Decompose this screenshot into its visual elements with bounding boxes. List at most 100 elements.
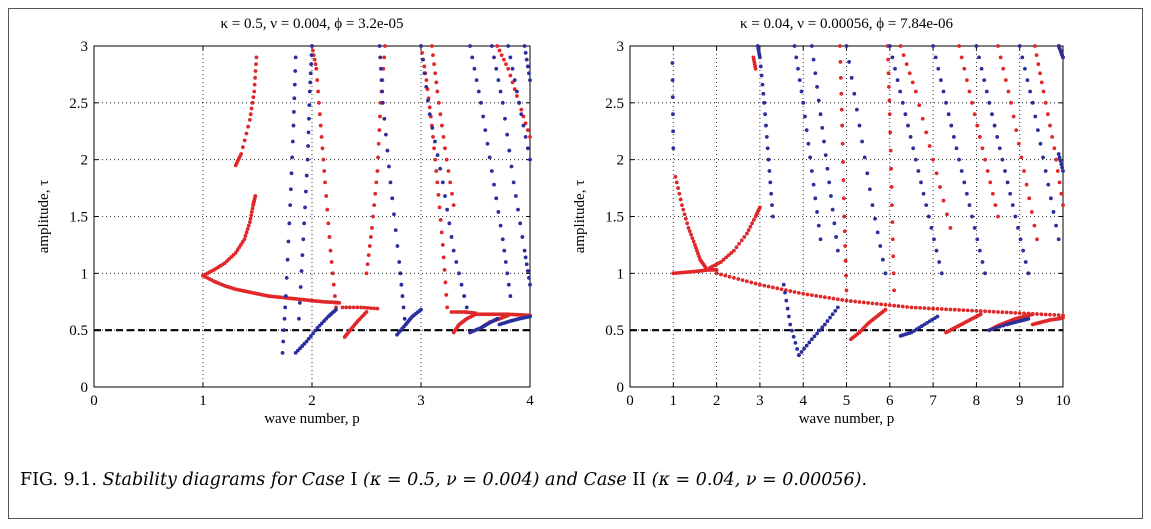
data-point-blue (936, 66, 941, 71)
data-point-blue (761, 91, 766, 96)
data-point-red (703, 265, 708, 270)
data-point-red (436, 100, 441, 105)
data-point-red (977, 135, 982, 139)
data-point-red (233, 250, 238, 255)
data-point-red (313, 62, 318, 67)
data-point-red (448, 180, 453, 185)
y-tick-label: 0.5 (605, 323, 624, 339)
data-point-blue (1051, 210, 1056, 214)
data-point-red (809, 293, 814, 298)
data-point-red (248, 112, 253, 117)
data-point-blue (857, 123, 862, 128)
data-point-blue (844, 44, 849, 48)
data-point-red (886, 57, 890, 62)
data-point-red (970, 100, 974, 105)
data-point-red (889, 166, 893, 171)
data-point-blue (426, 98, 430, 103)
data-point-blue (281, 328, 286, 333)
data-point-red (913, 305, 918, 310)
data-point-blue (921, 191, 926, 196)
data-point-blue (387, 164, 391, 169)
data-point-red (796, 290, 801, 295)
data-point-blue (291, 123, 296, 128)
data-point-red (892, 288, 897, 293)
data-point-blue (1057, 155, 1062, 160)
data-point-blue (451, 248, 456, 253)
y-tick-label: 2.5 (69, 96, 88, 112)
data-point-blue (485, 141, 490, 146)
data-point-red (693, 243, 697, 247)
data-point-blue (1058, 158, 1063, 163)
data-point-red (844, 298, 849, 303)
data-point-red (344, 305, 349, 310)
data-point-blue (472, 66, 477, 71)
data-point-blue (671, 112, 675, 117)
data-point-red (892, 303, 897, 308)
data-point-blue (286, 239, 291, 244)
data-point-red (375, 169, 380, 173)
data-point-blue (380, 100, 385, 105)
data-point-red (842, 229, 847, 234)
data-point-blue (433, 139, 437, 144)
data-point-blue (949, 123, 954, 128)
data-point-red (1043, 312, 1048, 317)
data-point-blue (506, 44, 511, 48)
data-point-red (253, 75, 258, 80)
data-point-blue (788, 322, 793, 327)
data-point-blue (975, 237, 980, 242)
data-point-blue (987, 100, 992, 105)
data-point-blue (832, 221, 837, 226)
data-point-blue (445, 207, 450, 212)
data-point-red (888, 148, 893, 153)
data-point-blue (1035, 128, 1040, 133)
data-point-blue (1003, 169, 1007, 173)
x-tick-label: 10 (1056, 393, 1071, 409)
data-point-red (840, 141, 845, 146)
data-point-red (749, 280, 754, 285)
data-point-blue (784, 298, 789, 303)
data-point-red (434, 169, 439, 173)
data-point-blue (962, 180, 967, 185)
data-point-blue (1056, 237, 1061, 242)
data-point-blue (293, 55, 298, 60)
data-point-blue (815, 85, 819, 89)
data-point-red (917, 103, 922, 108)
data-point-blue (987, 328, 992, 333)
data-point-blue (1022, 66, 1027, 71)
x-tick-label: 4 (799, 393, 807, 409)
data-point-red (687, 229, 692, 234)
data-point-blue (900, 100, 905, 105)
data-point-red (1017, 311, 1022, 316)
data-point-red (244, 131, 249, 136)
y-tick-label: 3 (81, 39, 89, 55)
data-point-red (235, 248, 240, 253)
data-point-red (788, 289, 793, 293)
data-point-blue (825, 166, 830, 171)
data-point-blue (483, 128, 488, 133)
data-point-blue (1030, 100, 1035, 105)
data-point-red (766, 284, 771, 289)
data-point-red (499, 53, 504, 57)
data-point-blue (802, 346, 806, 351)
data-point-blue (769, 191, 774, 196)
data-point-blue (812, 334, 817, 339)
data-point-blue (911, 146, 916, 151)
data-point-red (424, 78, 429, 82)
data-point-red (1034, 53, 1039, 57)
data-point-red (890, 237, 895, 242)
data-point-blue (816, 98, 821, 103)
data-point-blue (424, 85, 429, 89)
data-point-red (441, 135, 446, 139)
data-point-blue (1025, 78, 1030, 82)
data-point-blue (476, 89, 481, 94)
data-point-blue (520, 235, 525, 239)
data-point-red (714, 271, 719, 276)
y-tick-label: 1.5 (69, 210, 88, 226)
data-point-red (506, 313, 511, 318)
data-point-blue (307, 116, 311, 121)
data-point-blue (525, 269, 530, 273)
data-point-blue (388, 180, 393, 185)
data-point-red (1030, 312, 1035, 317)
data-point-red (770, 285, 775, 290)
data-point-red (696, 251, 700, 256)
